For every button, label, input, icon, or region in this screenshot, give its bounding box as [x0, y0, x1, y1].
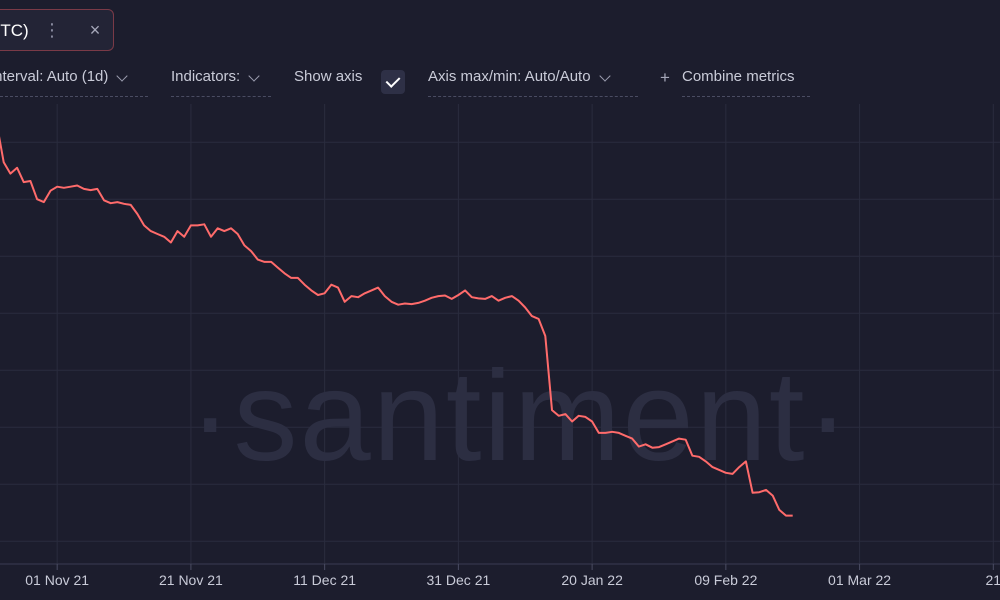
plus-icon[interactable]: + — [660, 68, 670, 87]
price-chart[interactable]: ·santiment· 01 Nov 21 21 Nov 21 11 Dec 21 3… — [0, 104, 1000, 600]
indicators-dropdown[interactable]: Indicators: — [171, 68, 271, 97]
santiment-watermark: ·santiment· — [189, 345, 851, 488]
chart-toolbar: Interval: Auto (1d) Indicators: Show axi… — [0, 64, 1000, 98]
checkmark-icon — [385, 73, 401, 88]
interval-dropdown[interactable]: Interval: Auto (1d) — [0, 68, 148, 97]
more-options-icon[interactable]: ⋮ — [43, 19, 61, 40]
x-tick-label: 20 Jan 22 — [561, 572, 623, 588]
axis-maxmin-label: Axis max/min: Auto/Auto — [428, 68, 591, 85]
metric-chip-label: BTC) — [0, 21, 29, 40]
grid — [0, 104, 1000, 564]
chevron-down-icon — [598, 70, 611, 82]
combine-metrics-button[interactable]: Combine metrics — [682, 68, 810, 97]
x-tick-label: 21 — [986, 572, 1000, 588]
interval-label: Interval: Auto (1d) — [0, 68, 109, 85]
x-tick-label: 31 Dec 21 — [426, 572, 490, 588]
chevron-down-icon — [248, 70, 260, 82]
x-tick-label: 01 Nov 21 — [25, 572, 89, 588]
x-tick-label: 21 Nov 21 — [159, 572, 223, 588]
combine-metrics-label: Combine metrics — [682, 68, 795, 85]
close-icon[interactable]: × — [89, 19, 101, 40]
axis-maxmin-dropdown[interactable]: Axis max/min: Auto/Auto — [428, 68, 638, 97]
x-axis: 01 Nov 21 21 Nov 21 11 Dec 21 31 Dec 21 20 J… — [0, 563, 1000, 588]
series-line — [0, 136, 793, 517]
show-axis-toggle[interactable]: Show axis — [294, 68, 406, 96]
x-tick-label: 11 Dec 21 — [293, 572, 356, 588]
chevron-down-icon — [116, 70, 129, 82]
x-tick-label: 01 Mar 22 — [828, 572, 891, 588]
show-axis-label: Show axis — [294, 68, 363, 85]
show-axis-checkbox[interactable] — [381, 70, 405, 94]
metric-chip[interactable]: BTC) ⋮ × — [0, 9, 114, 51]
indicators-label: Indicators: — [171, 68, 241, 85]
x-tick-label: 09 Feb 22 — [694, 572, 757, 588]
